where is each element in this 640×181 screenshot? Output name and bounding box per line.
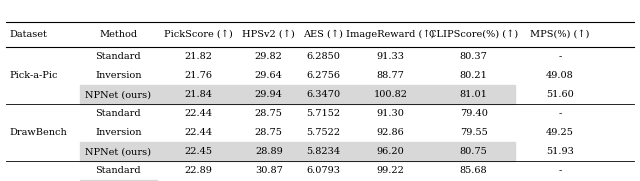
Text: Method: Method: [99, 30, 138, 39]
Text: 28.75: 28.75: [255, 128, 283, 137]
Text: Inversion: Inversion: [95, 71, 141, 80]
Text: HPSv2 (↑): HPSv2 (↑): [243, 30, 295, 39]
Bar: [80, 180, 157, 181]
Text: 51.93: 51.93: [546, 147, 574, 156]
Text: 91.33: 91.33: [376, 52, 404, 61]
Text: 22.44: 22.44: [184, 128, 212, 137]
Text: 49.08: 49.08: [546, 71, 574, 80]
Text: 28.89: 28.89: [255, 147, 283, 156]
Text: 6.0793: 6.0793: [306, 166, 340, 175]
Text: 92.86: 92.86: [376, 128, 404, 137]
Text: Dataset: Dataset: [10, 30, 47, 39]
Text: 79.55: 79.55: [460, 128, 488, 137]
Text: 29.82: 29.82: [255, 52, 283, 61]
Text: 99.22: 99.22: [376, 166, 404, 175]
Text: 91.30: 91.30: [376, 109, 404, 118]
Text: 29.64: 29.64: [255, 71, 283, 80]
Text: 96.20: 96.20: [376, 147, 404, 156]
Text: 30.87: 30.87: [255, 166, 283, 175]
Text: 5.7152: 5.7152: [306, 109, 340, 118]
Text: 6.3470: 6.3470: [306, 90, 340, 99]
Text: Inversion: Inversion: [95, 128, 141, 137]
Text: -: -: [558, 166, 562, 175]
Text: 80.75: 80.75: [460, 147, 488, 156]
Text: Standard: Standard: [95, 52, 141, 61]
Text: 85.68: 85.68: [460, 166, 488, 175]
Text: Standard: Standard: [95, 109, 141, 118]
Text: 22.44: 22.44: [184, 109, 212, 118]
Text: NPNet (ours): NPNet (ours): [85, 147, 152, 156]
Text: -: -: [558, 52, 562, 61]
Text: ImageReward (↑): ImageReward (↑): [346, 30, 435, 39]
Text: 79.40: 79.40: [460, 109, 488, 118]
Text: 100.82: 100.82: [373, 90, 408, 99]
Text: 5.7522: 5.7522: [306, 128, 340, 137]
Text: 21.76: 21.76: [184, 71, 212, 80]
Bar: [80, 85, 515, 104]
Text: 5.8234: 5.8234: [306, 147, 340, 156]
Text: 29.94: 29.94: [255, 90, 283, 99]
Text: 51.60: 51.60: [546, 90, 574, 99]
Text: 22.45: 22.45: [184, 147, 212, 156]
Text: 49.25: 49.25: [546, 128, 574, 137]
Text: Pick-a-Pic: Pick-a-Pic: [10, 71, 58, 80]
Text: 80.37: 80.37: [460, 52, 488, 61]
Text: AES (↑): AES (↑): [303, 30, 343, 39]
Text: 80.21: 80.21: [460, 71, 488, 80]
Text: PickScore (↑): PickScore (↑): [164, 30, 233, 39]
Text: DrawBench: DrawBench: [10, 128, 67, 137]
Text: 6.2850: 6.2850: [307, 52, 340, 61]
Text: 21.84: 21.84: [184, 90, 212, 99]
Text: Standard: Standard: [95, 166, 141, 175]
Text: NPNet (ours): NPNet (ours): [85, 90, 152, 99]
Text: 21.82: 21.82: [184, 52, 212, 61]
Text: 22.89: 22.89: [184, 166, 212, 175]
Text: 81.01: 81.01: [460, 90, 488, 99]
Text: 6.2756: 6.2756: [306, 71, 340, 80]
Text: 28.75: 28.75: [255, 109, 283, 118]
Text: -: -: [558, 109, 562, 118]
Text: CLIPScore(%) (↑): CLIPScore(%) (↑): [429, 30, 518, 39]
Text: 88.77: 88.77: [376, 71, 404, 80]
Text: MPS(%) (↑): MPS(%) (↑): [531, 30, 589, 39]
Bar: [80, 142, 515, 161]
